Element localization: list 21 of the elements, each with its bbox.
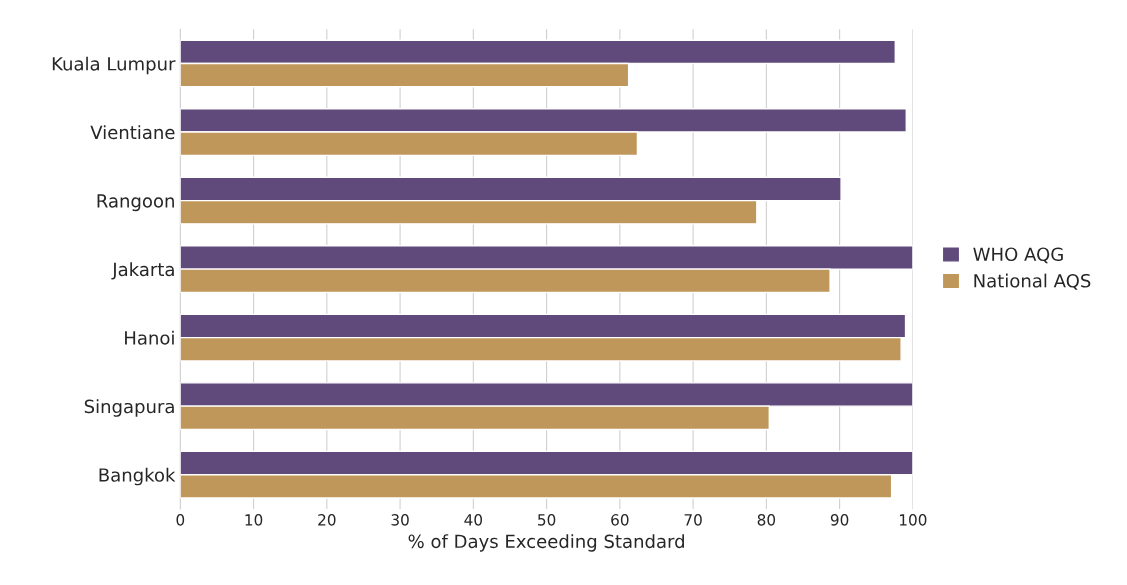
x-tick-label: 60 <box>611 514 629 526</box>
y-tick-label: Hanoi <box>125 330 174 345</box>
y-tick-label: Rangoon <box>97 194 174 212</box>
y-tick-label: Vientiane <box>90 125 175 140</box>
x-tick-label: 90 <box>830 514 849 526</box>
y-tick-label: Jakarta <box>111 262 174 280</box>
x-axis-title: % of Days Exceeding Standard <box>408 534 684 552</box>
x-tick-label: 100 <box>899 514 927 526</box>
legend-label: National AQS <box>974 273 1091 290</box>
y-tick-label: Singapura <box>84 399 174 417</box>
legend-label: WHO AQG <box>973 247 1063 264</box>
x-tick-label: 0 <box>176 514 185 526</box>
x-tick-label: 20 <box>318 514 336 526</box>
x-tick-label: 70 <box>684 514 702 526</box>
x-tick-label: 30 <box>391 514 409 526</box>
x-tick-label: 40 <box>464 514 483 526</box>
y-tick-label: Bangkok <box>99 467 176 486</box>
y-tick-label: Kuala Lumpur <box>52 56 176 75</box>
x-tick-label: 50 <box>538 514 556 526</box>
x-tick-label: 80 <box>757 514 776 526</box>
x-tick-label: 10 <box>245 514 263 526</box>
